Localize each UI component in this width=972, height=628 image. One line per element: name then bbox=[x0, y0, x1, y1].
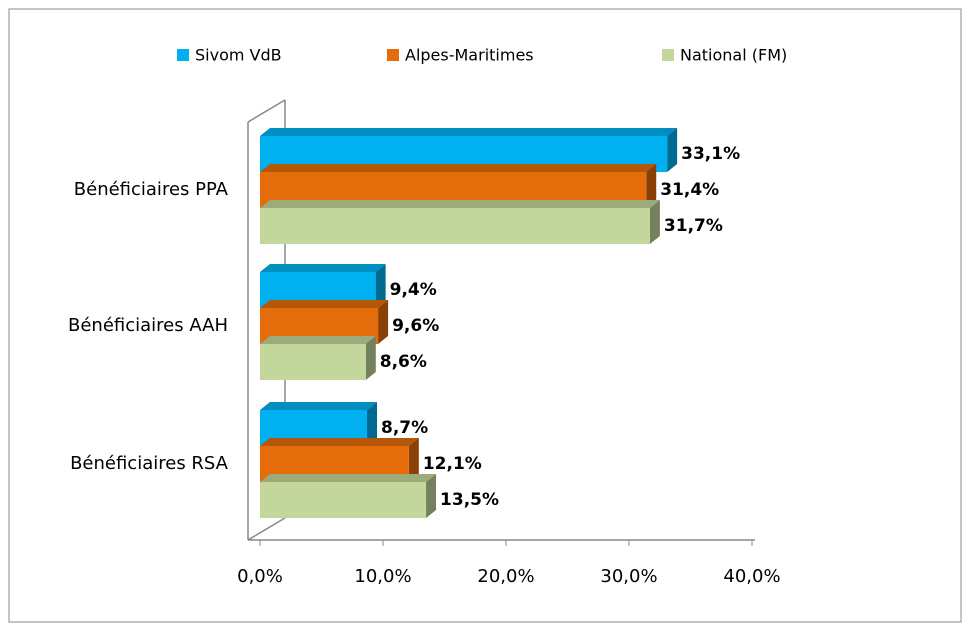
bar-side bbox=[367, 402, 378, 446]
bar-top bbox=[260, 300, 389, 308]
bar-side bbox=[426, 474, 437, 518]
bar-side bbox=[649, 200, 660, 244]
bar-side bbox=[375, 264, 386, 308]
bar-top bbox=[260, 128, 678, 136]
data-label: 8,7% bbox=[381, 418, 428, 438]
legend-swatch bbox=[662, 49, 674, 61]
data-label: 9,4% bbox=[390, 280, 437, 300]
legend-swatch bbox=[387, 49, 399, 61]
bar-side bbox=[646, 164, 657, 208]
y-tick-label: Bénéficiaires PPA bbox=[74, 179, 229, 200]
chart-frame bbox=[8, 8, 962, 623]
legend-label: National (FM) bbox=[680, 46, 787, 65]
data-label: 33,1% bbox=[681, 144, 740, 164]
data-label: 9,6% bbox=[392, 316, 439, 336]
y-tick-label: Bénéficiaires RSA bbox=[70, 453, 229, 474]
bar-top bbox=[260, 474, 437, 482]
bar-top bbox=[260, 264, 386, 272]
data-label: 13,5% bbox=[440, 490, 499, 510]
bar-top bbox=[260, 164, 657, 172]
x-tick-label: 40,0% bbox=[723, 566, 780, 587]
bar-side bbox=[378, 300, 389, 344]
x-tick-label: 10,0% bbox=[354, 566, 411, 587]
legend-label: Alpes-Maritimes bbox=[405, 46, 534, 65]
legend-swatch bbox=[177, 49, 189, 61]
bar bbox=[260, 482, 427, 518]
bar-side bbox=[365, 336, 376, 380]
bar-top bbox=[260, 336, 376, 344]
wall-edge bbox=[247, 99, 286, 123]
legend-label: Sivom VdB bbox=[195, 46, 282, 65]
bar-side bbox=[408, 438, 419, 482]
x-tick-label: 0,0% bbox=[237, 566, 283, 587]
bar-top bbox=[260, 200, 660, 208]
bar-side bbox=[667, 128, 678, 172]
bar bbox=[260, 344, 366, 380]
data-label: 12,1% bbox=[423, 454, 482, 474]
data-label: 31,4% bbox=[660, 180, 719, 200]
bar-top bbox=[260, 402, 378, 410]
bar bbox=[260, 208, 650, 244]
data-label: 31,7% bbox=[664, 216, 723, 236]
x-tick-label: 20,0% bbox=[477, 566, 534, 587]
wall-edge bbox=[247, 517, 286, 541]
y-tick-label: Bénéficiaires AAH bbox=[68, 315, 228, 336]
x-tick-label: 30,0% bbox=[600, 566, 657, 587]
data-label: 8,6% bbox=[380, 352, 427, 372]
bar-top bbox=[260, 438, 419, 446]
